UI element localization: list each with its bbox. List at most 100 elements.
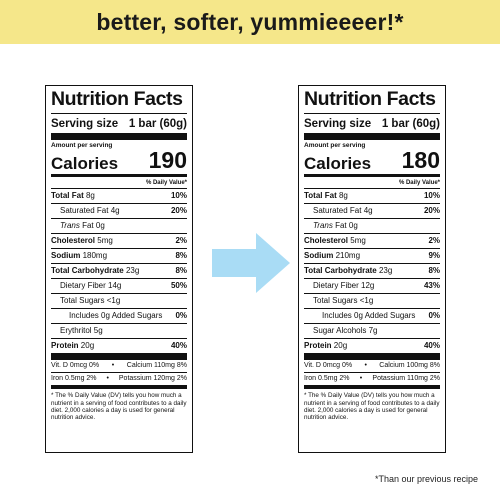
headline-banner: better, softer, yummieeeer!* [0,0,500,44]
divider [51,173,187,177]
row-amount: 14g [108,280,122,290]
vitamin-row-2: Iron 0.5mg 2% • Potassium 110mg 2% [304,371,440,385]
row-sodium: Sodium 180mg 8% [51,247,187,263]
row-label: Total Fat [51,190,84,200]
row-label: Dietary Fiber [313,280,359,290]
iron: Iron 0.5mg 2% [304,374,350,382]
row-label: Includes 0g Added Sugars [322,310,416,320]
row-pct: 0% [175,310,187,320]
row-saturated-fat: Saturated Fat 4g 20% [304,202,440,218]
row-amount: 5mg [350,235,366,245]
daily-value-footnote: * The % Daily Value (DV) tells you how m… [304,385,440,421]
row-amount: 23g [378,265,393,275]
row-label: Trans [60,220,80,230]
row-pct: 2% [428,235,440,245]
row-amount: Fat 0g [82,220,105,230]
divider [51,352,187,360]
row-amount: Fat 0g [335,220,358,230]
row-sodium: Sodium 210mg 9% [304,247,440,263]
row-amount: 20g [80,340,95,350]
row-protein: Protein 20g 40% [304,337,440,353]
row-label: Trans [313,220,333,230]
row-pct: 8% [428,265,440,275]
row-total-fat: Total Fat 8g 10% [304,187,440,203]
row-label: Total Fat [304,190,337,200]
row-label: Total Sugars [60,295,105,305]
daily-value-header: % Daily Value* [145,179,187,186]
recipe-footnote: *Than our previous recipe [374,474,478,484]
row-pct: 9% [428,250,440,260]
serving-size-row: Serving size 1 bar (60g) [304,112,440,133]
row-label: Total Carbohydrate [304,265,377,275]
calories-label: Calories [304,153,372,173]
row-label: Saturated Fat [313,205,362,215]
amount-per-serving: Amount per serving [304,141,366,149]
row-pct: 0% [428,310,440,320]
row-total-sugars: Total Sugars <1g [51,292,187,308]
vitamin-d: Vit. D 0mcg 0% [304,361,353,369]
row-pct: 43% [423,280,440,290]
divider [304,173,440,177]
row-label: Saturated Fat [60,205,109,215]
row-label: Total Sugars [313,295,358,305]
row-label: Dietary Fiber [60,280,106,290]
vitamin-row-2: Iron 0.5mg 2% • Potassium 120mg 2% [51,371,187,385]
row-amount: 12g [361,280,375,290]
row-label: Erythritol [60,325,92,335]
vitamin-d: Vit. D 0mcg 0% [51,361,100,369]
row-total-fat: Total Fat 8g 10% [51,187,187,203]
row-label: Sodium [51,250,81,260]
row-pct: 8% [175,265,187,275]
row-cholesterol: Cholesterol 5mg 2% [51,232,187,248]
row-total-sugars: Total Sugars <1g [304,292,440,308]
row-label: Protein [51,340,79,350]
row-pct: 10% [170,190,187,200]
nutrition-label-new: Nutrition Facts Serving size 1 bar (60g)… [298,85,446,453]
potassium: Potassium 110mg 2% [372,374,440,382]
row-label: Sugar Alcohols [313,325,367,335]
calcium: Calcium 100mg 8% [379,361,440,369]
calories-value: 190 [148,146,187,173]
row-erythritol: Erythritol 5g [51,322,187,338]
row-amount: 4g [110,205,120,215]
row-amount: <1g [106,295,121,305]
row-total-carbohydrate: Total Carbohydrate 23g 8% [51,262,187,278]
row-amount: <1g [359,295,374,305]
calories-label: Calories [51,153,119,173]
row-amount: 23g [125,265,140,275]
row-trans-fat: Trans Fat 0g [51,217,187,233]
row-dietary-fiber: Dietary Fiber 14g 50% [51,277,187,293]
nutrition-title: Nutrition Facts [51,88,183,110]
row-saturated-fat: Saturated Fat 4g 20% [51,202,187,218]
row-pct: 8% [175,250,187,260]
row-sugar-alcohols: Sugar Alcohols 7g [304,322,440,338]
calcium: Calcium 110mg 8% [126,361,187,369]
row-pct: 10% [423,190,440,200]
daily-value-footnote: * The % Daily Value (DV) tells you how m… [51,385,187,421]
row-added-sugars: Includes 0g Added Sugars 0% [304,307,440,323]
serving-size-value: 1 bar (60g) [381,117,440,130]
divider [304,352,440,360]
row-label: Total Carbohydrate [51,265,124,275]
row-amount: 20g [333,340,348,350]
row-total-carbohydrate: Total Carbohydrate 23g 8% [304,262,440,278]
row-amount: 210mg [335,250,361,260]
row-pct: 50% [170,280,187,290]
row-trans-fat: Trans Fat 0g [304,217,440,233]
row-protein: Protein 20g 40% [51,337,187,353]
row-label: Cholesterol [51,235,96,245]
row-label: Includes 0g Added Sugars [69,310,163,320]
divider [51,132,187,140]
row-added-sugars: Includes 0g Added Sugars 0% [51,307,187,323]
nutrition-title: Nutrition Facts [304,88,436,110]
serving-size-label: Serving size [304,117,372,130]
serving-size-value: 1 bar (60g) [128,117,187,130]
row-amount: 5mg [97,235,113,245]
row-cholesterol: Cholesterol 5mg 2% [304,232,440,248]
row-pct: 40% [423,340,440,350]
potassium: Potassium 120mg 2% [118,374,187,382]
vitamin-row-1: Vit. D 0mcg 0% • Calcium 110mg 8% [51,361,187,369]
calories-row: Calories 190 [51,146,187,174]
nutrition-label-old: Nutrition Facts Serving size 1 bar (60g)… [45,85,193,453]
right-arrow-icon [212,233,290,293]
